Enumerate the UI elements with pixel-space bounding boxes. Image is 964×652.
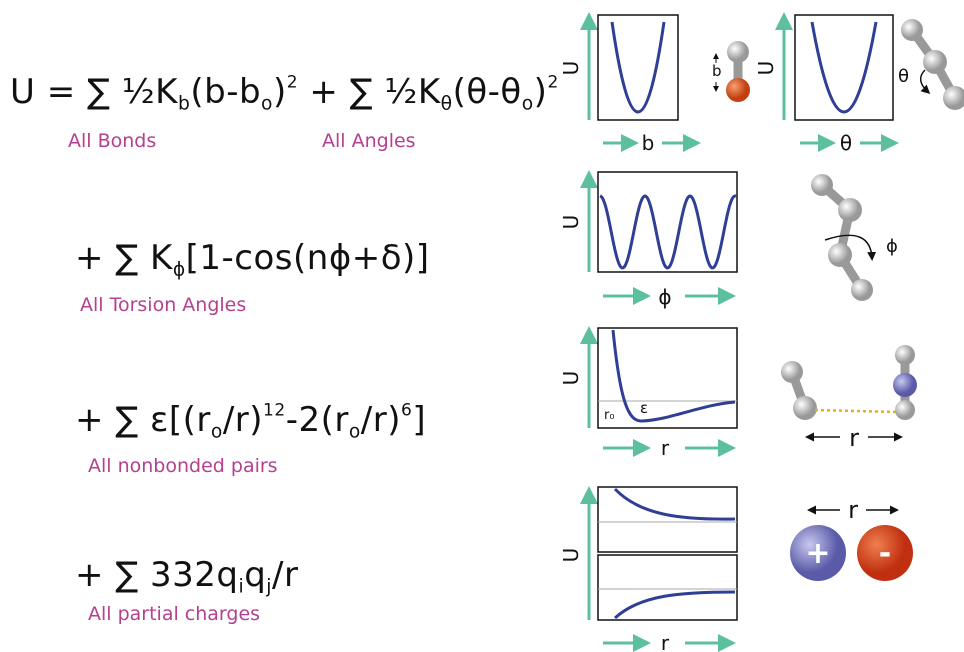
x-axis-label: θ bbox=[840, 131, 852, 155]
eq-text: + ∑ ½K bbox=[298, 72, 441, 112]
atom bbox=[851, 279, 873, 301]
atom bbox=[793, 396, 817, 420]
eq-text: + ∑ 332q bbox=[75, 555, 239, 595]
eq-sup: 2 bbox=[286, 72, 299, 93]
equation-line: + ∑ ε[(ro/r)12-2(ro/r)6] bbox=[75, 400, 426, 443]
eq-text: [1-cos(nϕ+δ)] bbox=[185, 238, 430, 278]
eq-sub: o bbox=[348, 421, 361, 443]
term-label: All Bonds bbox=[68, 130, 157, 152]
eq-text: -2(r bbox=[285, 400, 349, 440]
repulsive-curve bbox=[613, 487, 736, 521]
eq-sub: o bbox=[210, 421, 223, 443]
torsion-curve bbox=[599, 194, 737, 270]
bond-curve bbox=[610, 21, 666, 114]
atom bbox=[901, 19, 923, 41]
atom bbox=[893, 373, 917, 397]
eq-text: /r bbox=[272, 555, 299, 595]
annotation: r₀ bbox=[604, 408, 615, 423]
eq-text: /r) bbox=[222, 400, 264, 440]
x-axis-label: ϕ bbox=[658, 285, 671, 309]
atom bbox=[895, 400, 915, 420]
bond-label: b bbox=[712, 62, 722, 80]
eq-text: q bbox=[244, 555, 267, 595]
term-label: All nonbonded pairs bbox=[88, 455, 278, 477]
term-label: All Torsion Angles bbox=[80, 294, 247, 316]
eq-sub: i bbox=[238, 576, 245, 598]
eq-sub: o bbox=[261, 93, 273, 115]
arrow bbox=[824, 234, 877, 261]
torsion-label: ϕ bbox=[886, 236, 898, 257]
eq-sup: 12 bbox=[263, 400, 286, 421]
equation-line: U = ∑ ½Kb(b-bo)2 + ∑ ½Kθ(θ-θo)2 bbox=[10, 72, 559, 115]
plot-frame bbox=[597, 554, 738, 621]
eq-text: + ∑ K bbox=[75, 238, 173, 278]
y-axis-label: U bbox=[754, 61, 778, 76]
lj-curve bbox=[611, 329, 736, 423]
term-label: All partial charges bbox=[88, 603, 261, 625]
atom bbox=[811, 174, 833, 196]
eq-text: ] bbox=[412, 400, 427, 440]
eq-sub: θ bbox=[440, 93, 453, 115]
eq-text: (b-b bbox=[190, 72, 262, 112]
equation-line: + ∑ Kϕ[1-cos(nϕ+δ)] bbox=[75, 238, 430, 281]
x-axis-label: r bbox=[661, 631, 670, 652]
eq-text: ) bbox=[272, 72, 287, 112]
eq-sub: o bbox=[521, 93, 534, 115]
atom bbox=[923, 50, 947, 74]
arrow bbox=[919, 69, 931, 95]
y-axis-label: U bbox=[559, 61, 583, 76]
eq-text: /r) bbox=[360, 400, 401, 440]
atom bbox=[726, 78, 750, 102]
y-axis-label: U bbox=[559, 548, 583, 563]
negative-charge bbox=[857, 525, 913, 581]
atom bbox=[781, 361, 803, 383]
eq-sub: b bbox=[177, 93, 191, 115]
y-axis-label: U bbox=[559, 215, 583, 230]
plot-frame bbox=[597, 171, 738, 273]
atom bbox=[895, 345, 915, 365]
eq-text: U = ∑ ½K bbox=[10, 72, 178, 112]
distance-label: r bbox=[849, 424, 859, 452]
eq-sub: ϕ bbox=[172, 259, 186, 281]
positive-charge bbox=[790, 525, 846, 581]
plot-frame bbox=[597, 327, 738, 429]
angle-label: θ bbox=[898, 66, 909, 87]
distance-line bbox=[814, 408, 898, 414]
eq-sup: 6 bbox=[400, 400, 413, 421]
annotation: ε bbox=[640, 399, 648, 417]
eq-text: + ∑ ε[(r bbox=[75, 400, 211, 440]
distance-label: r bbox=[848, 496, 858, 524]
x-axis-label: r bbox=[661, 436, 670, 460]
attractive-curve bbox=[613, 590, 736, 620]
y-axis-label: U bbox=[559, 371, 583, 386]
atom bbox=[727, 41, 749, 63]
atom bbox=[838, 198, 862, 222]
eq-sub: j bbox=[266, 576, 272, 598]
x-axis-label: b bbox=[642, 131, 655, 155]
eq-sup: 2 bbox=[547, 72, 559, 93]
angle-curve bbox=[810, 21, 878, 114]
eq-text: ) bbox=[533, 72, 548, 112]
charge-sign: + bbox=[805, 536, 830, 571]
bond-stick bbox=[819, 181, 866, 293]
plot-frame bbox=[794, 14, 894, 121]
atom bbox=[943, 86, 964, 110]
term-label: All Angles bbox=[322, 130, 416, 152]
charge-sign: - bbox=[879, 536, 891, 571]
atom bbox=[828, 243, 852, 267]
equation-line: + ∑ 332qiqj/r bbox=[75, 555, 298, 598]
eq-text: (θ-θ bbox=[452, 72, 522, 112]
plot-frame bbox=[597, 14, 679, 121]
